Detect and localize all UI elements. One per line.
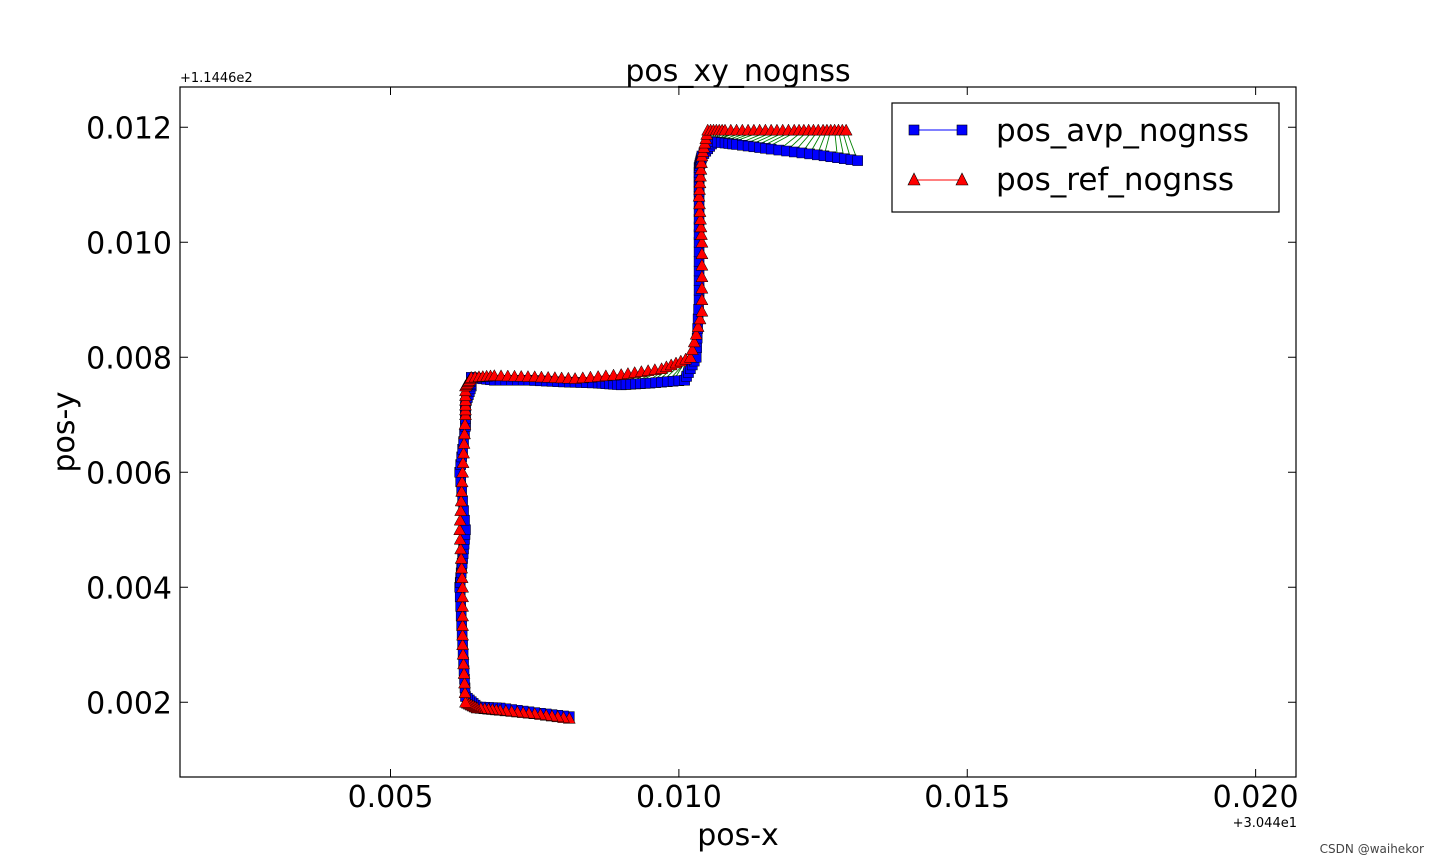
data-point-pos-ref-nognss bbox=[694, 212, 707, 225]
series-line-pos-avp-nognss bbox=[459, 141, 858, 718]
legend: pos_avp_nognss pos_ref_nognss bbox=[891, 102, 1280, 213]
data-point-pos-ref-nognss bbox=[695, 235, 709, 248]
y-axis-label: pos-y bbox=[47, 391, 82, 472]
data-point-pos-ref-nognss bbox=[457, 436, 471, 449]
data-point-pos-ref-nognss bbox=[687, 335, 701, 348]
x-offset-label: +3.044e1 bbox=[1233, 816, 1297, 831]
data-point-pos-ref-nognss bbox=[695, 281, 709, 294]
data-point-pos-ref-nognss bbox=[694, 169, 707, 182]
data-point-pos-ref-nognss bbox=[456, 619, 470, 631]
data-point-pos-ref-nognss bbox=[683, 350, 697, 363]
data-point-pos-ref-nognss bbox=[456, 628, 470, 641]
data-point-pos-ref-nognss bbox=[839, 123, 853, 136]
data-point-pos-ref-nognss bbox=[695, 156, 708, 168]
error-connector-lines bbox=[459, 129, 859, 719]
data-point-pos-ref-nognss bbox=[455, 475, 469, 488]
data-point-pos-ref-nognss bbox=[694, 220, 708, 233]
data-point-pos-ref-nognss bbox=[693, 183, 706, 195]
data-point-pos-ref-nognss bbox=[692, 189, 706, 202]
ticks-layer: 0.005 0.010 0.015 0.020 0.002 0.004 0.006 0.008… bbox=[86, 87, 1299, 815]
y-tick-label: 0.006 bbox=[86, 456, 172, 491]
y-tick-label: 0.010 bbox=[86, 226, 172, 261]
data-point-pos-ref-nognss bbox=[453, 532, 467, 545]
legend-marker-avp bbox=[908, 124, 920, 136]
x-tick-label: 0.010 bbox=[636, 780, 722, 815]
data-point-pos-ref-nognss bbox=[454, 504, 468, 516]
data-point-pos-ref-nognss bbox=[458, 686, 472, 698]
data-point-pos-ref-nognss bbox=[453, 523, 467, 535]
data-point-pos-ref-nognss bbox=[455, 561, 469, 574]
data-point-pos-ref-nognss bbox=[453, 513, 467, 526]
data-point-pos-ref-nognss bbox=[695, 258, 709, 271]
data-point-pos-ref-nognss bbox=[457, 657, 470, 670]
data-point-pos-ref-nognss bbox=[457, 666, 471, 679]
x-tick-label: 0.005 bbox=[348, 780, 434, 815]
data-point-pos-ref-nognss bbox=[456, 647, 470, 660]
data-point-pos-ref-nognss bbox=[455, 571, 469, 583]
legend-label-avp: pos_avp_nognss bbox=[996, 113, 1249, 149]
data-point-pos-ref-nognss bbox=[693, 205, 707, 217]
data-point-pos-ref-nognss bbox=[454, 551, 468, 564]
x-tick-label: 0.020 bbox=[1213, 780, 1299, 815]
data-point-pos-ref-nognss bbox=[695, 228, 708, 240]
data-point-pos-ref-nognss bbox=[695, 293, 709, 305]
chart-title: pos_xy_nognss bbox=[625, 54, 850, 89]
data-point-pos-ref-nognss bbox=[458, 427, 471, 440]
x-tick-label: 0.015 bbox=[924, 780, 1010, 815]
legend-box bbox=[891, 102, 1280, 213]
legend-marker-ref bbox=[955, 172, 969, 186]
data-point-pos-ref-nognss bbox=[689, 327, 703, 340]
data-point-pos-ref-nognss bbox=[458, 676, 471, 689]
plot-area-frame bbox=[179, 86, 1297, 778]
series-line-pos-ref-nognss bbox=[459, 129, 847, 719]
data-point-pos-ref-nognss bbox=[693, 197, 706, 210]
data-point-pos-ref-nognss bbox=[455, 484, 469, 497]
data-point-pos-ref-nognss bbox=[694, 162, 708, 175]
data-point-pos-ref-nognss bbox=[695, 304, 709, 317]
data-point-pos-avp-nognss bbox=[852, 155, 863, 166]
data-point-pos-ref-nognss bbox=[456, 580, 470, 593]
data-point-pos-ref-nognss bbox=[695, 247, 709, 259]
data-point-pos-ref-nognss bbox=[456, 599, 470, 612]
data-point-pos-ref-nognss bbox=[456, 590, 470, 603]
data-point-pos-ref-nognss bbox=[456, 465, 470, 478]
y-offset-label: +1.1446e2 bbox=[180, 71, 253, 86]
data-point-pos-ref-nognss bbox=[456, 609, 470, 622]
x-axis-label: pos-x bbox=[697, 818, 779, 853]
data-point-pos-ref-nognss bbox=[695, 270, 709, 282]
data-point-pos-ref-nognss bbox=[693, 176, 707, 189]
legend-label-ref: pos_ref_nognss bbox=[996, 162, 1234, 198]
data-point-pos-ref-nognss bbox=[454, 542, 468, 555]
y-tick-label: 0.008 bbox=[86, 341, 172, 376]
y-tick-label: 0.002 bbox=[86, 686, 172, 721]
series-layer bbox=[453, 123, 863, 724]
y-tick-label: 0.012 bbox=[86, 111, 172, 146]
data-point-pos-ref-nognss bbox=[456, 638, 470, 650]
data-point-pos-ref-nognss bbox=[458, 417, 472, 430]
data-point-pos-ref-nognss bbox=[693, 312, 707, 325]
y-tick-label: 0.004 bbox=[86, 571, 172, 606]
data-point-pos-ref-nognss bbox=[685, 343, 699, 355]
legend-marker-avp bbox=[956, 124, 968, 136]
data-point-pos-ref-nognss bbox=[457, 446, 470, 459]
data-point-pos-ref-nognss bbox=[691, 320, 705, 332]
data-point-pos-ref-nognss bbox=[454, 494, 468, 507]
data-point-pos-ref-nognss bbox=[456, 456, 470, 468]
legend-marker-ref bbox=[907, 172, 921, 186]
data-point-pos-ref-nognss bbox=[459, 695, 472, 708]
watermark: CSDN @waihekor bbox=[1320, 842, 1424, 856]
